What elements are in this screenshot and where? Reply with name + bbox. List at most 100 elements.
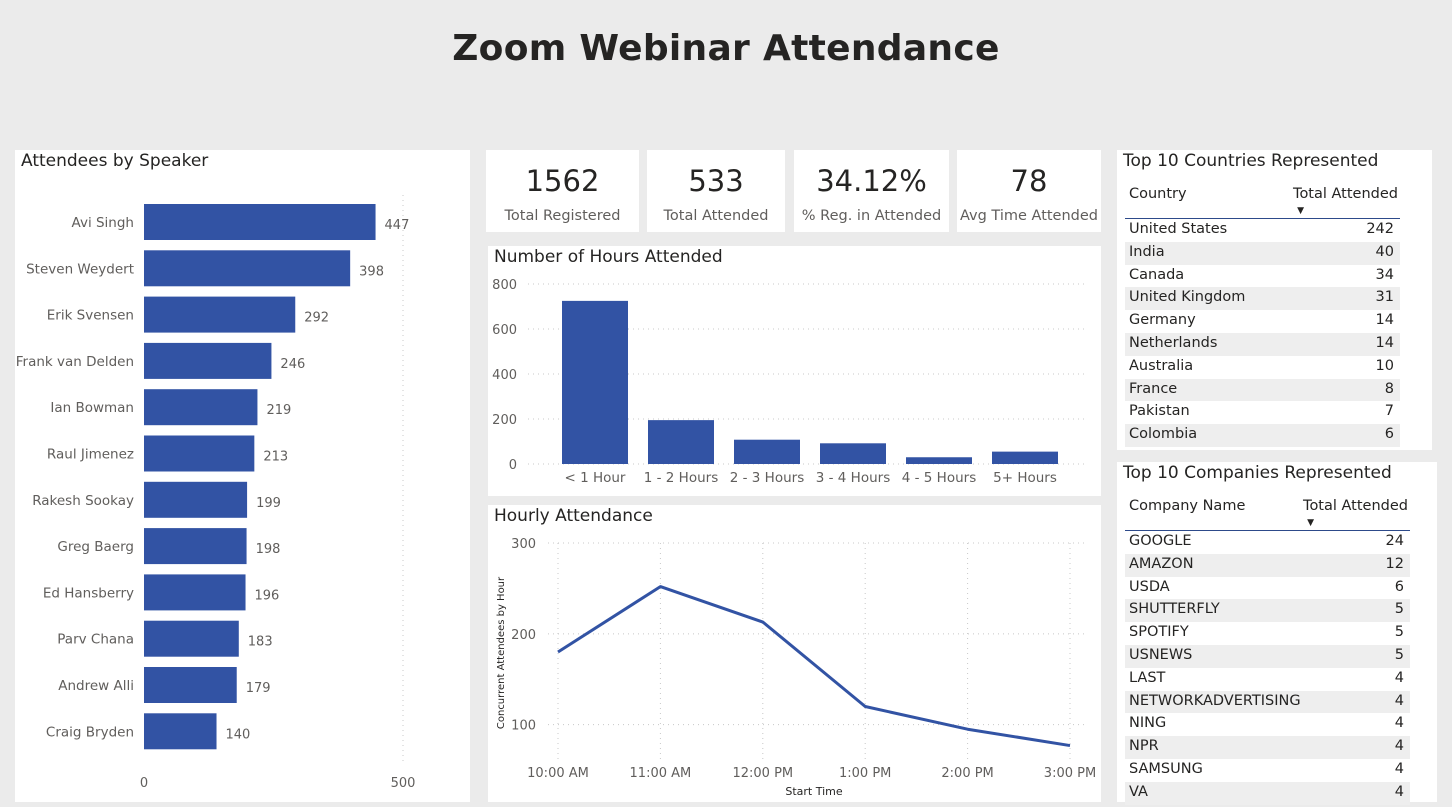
sort-descending-icon[interactable]: ▼ <box>1297 206 1304 216</box>
table-row[interactable]: VA 4 <box>1125 781 1410 805</box>
row-name: United States <box>1129 221 1228 237</box>
column-header-total-attended[interactable]: Total Attended <box>1293 186 1398 202</box>
data-label: 447 <box>385 218 410 233</box>
y-axis-title: Concurrent Attendees by Hour <box>496 576 507 729</box>
table-row[interactable]: Colombia 6 <box>1125 424 1400 447</box>
row-value: 40 <box>1375 243 1394 260</box>
table-row[interactable]: France 8 <box>1125 378 1400 402</box>
y-tick-label: 400 <box>492 368 517 383</box>
table-row[interactable]: United States 242 <box>1125 219 1400 242</box>
category-label: 4 - 5 Hours <box>902 470 976 486</box>
table-row[interactable]: AMAZON 12 <box>1125 553 1410 577</box>
bar <box>144 435 255 472</box>
table-row[interactable]: NPR 4 <box>1125 736 1410 759</box>
category-label: Avi Singh <box>72 215 134 231</box>
companies-table-panel: Top 10 Companies Represented Company Nam… <box>1117 462 1437 805</box>
bar <box>562 300 628 464</box>
category-label: 2 - 3 Hours <box>730 470 804 486</box>
series-line <box>557 585 1071 748</box>
speaker-chart-title: Attendees by Speaker <box>21 151 209 171</box>
kpi-percent-attended: 34.12% % Reg. in Attended <box>794 150 949 232</box>
column-header-company-name[interactable]: Company Name <box>1129 498 1246 514</box>
table-row[interactable]: SHUTTERFLY 5 <box>1125 599 1410 623</box>
row-name: Canada <box>1129 266 1185 283</box>
row-value: 24 <box>1385 533 1404 549</box>
sort-descending-icon[interactable]: ▼ <box>1307 518 1314 528</box>
table-row[interactable]: NING 4 <box>1125 713 1410 736</box>
category-label: Parv Chana <box>57 632 134 648</box>
row-name: Germany <box>1129 312 1196 329</box>
row-name: Netherlands <box>1129 334 1218 351</box>
x-tick-label: 11:00 AM <box>630 766 692 781</box>
row-name: VA <box>1129 783 1148 800</box>
row-name: AMAZON <box>1129 555 1194 572</box>
table-row[interactable]: Netherlands 14 <box>1125 332 1400 356</box>
row-value: 8 <box>1384 380 1394 397</box>
column-header-country[interactable]: Country <box>1129 186 1187 202</box>
category-label: 1 - 2 Hours <box>644 470 718 486</box>
table-row[interactable]: USDA 6 <box>1125 577 1410 600</box>
row-value: 10 <box>1375 357 1394 374</box>
data-label: 199 <box>256 496 281 511</box>
data-label: 246 <box>280 357 305 372</box>
table-row[interactable]: NETWORKADVERTISING 4 <box>1125 690 1410 714</box>
bar <box>144 528 247 565</box>
kpi-value: 78 <box>1010 164 1048 198</box>
bar <box>144 296 296 333</box>
category-label: 3 - 4 Hours <box>816 470 890 486</box>
row-value: 12 <box>1385 555 1404 572</box>
table-row[interactable]: Pakistan 7 <box>1125 401 1400 424</box>
table-row[interactable]: USNEWS 5 <box>1125 644 1410 668</box>
category-label: Ian Bowman <box>50 400 134 416</box>
table-body: GOOGLE 24 AMAZON 12 USDA 6 SHUTTERFLY 5 SPOTIFY 5… <box>1125 531 1410 805</box>
table-row[interactable]: SPOTIFY 5 <box>1125 622 1410 645</box>
bar <box>144 250 351 287</box>
table-row[interactable]: Canada 34 <box>1125 265 1400 288</box>
x-tick-label: 12:00 PM <box>732 766 793 781</box>
bar <box>734 439 800 464</box>
row-name: France <box>1129 380 1178 397</box>
y-tick-label: 200 <box>492 413 517 428</box>
row-value: 6 <box>1384 426 1394 443</box>
hours-chart-title: Number of Hours Attended <box>494 247 723 267</box>
table-row[interactable]: SAMSUNG 4 <box>1125 759 1410 782</box>
category-label: Rakesh Sookay <box>32 493 134 509</box>
hourly-chart-title: Hourly Attendance <box>494 506 653 526</box>
category-label: Steven Weydert <box>26 261 134 277</box>
bar <box>144 713 217 750</box>
row-value: 34 <box>1375 266 1394 283</box>
category-label: Raul Jimenez <box>47 447 134 463</box>
row-name: Pakistan <box>1129 403 1190 420</box>
row-value: 31 <box>1375 289 1394 306</box>
bar <box>144 667 237 703</box>
table-row[interactable]: LAST 4 <box>1125 668 1410 691</box>
bar <box>144 342 272 379</box>
data-label: 196 <box>255 588 280 603</box>
bar <box>144 620 239 657</box>
column-header-total-attended[interactable]: Total Attended <box>1303 498 1408 514</box>
bar <box>648 420 714 464</box>
data-label: 398 <box>359 264 384 279</box>
data-label: 219 <box>266 403 291 418</box>
table-row[interactable]: Germany 14 <box>1125 310 1400 333</box>
x-tick-label: 1:00 PM <box>839 766 891 781</box>
speaker-bar-chart: 0 500 Avi Singh 447 Steven Weydert 398 Erik Sv… <box>16 195 415 791</box>
y-tick-label: 300 <box>511 537 536 552</box>
x-tick-label: 0 <box>140 776 148 791</box>
kpi-total-attended: 533 Total Attended <box>647 150 785 232</box>
row-value: 4 <box>1394 783 1404 800</box>
table-row[interactable]: India 40 <box>1125 241 1400 265</box>
row-value: 7 <box>1384 403 1394 420</box>
table-row[interactable]: Australia 10 <box>1125 356 1400 379</box>
kpi-label: Total Attended <box>663 208 769 224</box>
dashboard-title: Zoom Webinar Attendance <box>452 28 1000 69</box>
data-label: 183 <box>248 635 273 650</box>
table-row[interactable]: GOOGLE 24 <box>1125 531 1410 554</box>
row-name: LAST <box>1129 669 1166 686</box>
row-name: SAMSUNG <box>1129 760 1203 777</box>
table-row[interactable]: United Kingdom 31 <box>1125 287 1400 311</box>
x-tick-label: 3:00 PM <box>1044 766 1096 781</box>
category-label: Greg Baerg <box>57 539 134 555</box>
kpi-label: % Reg. in Attended <box>801 208 942 224</box>
row-name: NPR <box>1129 738 1159 755</box>
